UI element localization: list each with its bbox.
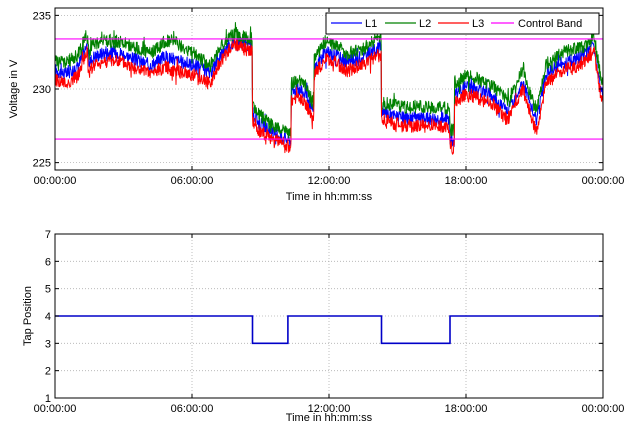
voltage-x-tick-label: 00:00:00 <box>34 175 77 187</box>
tap-y-tick-label: 1 <box>45 393 51 405</box>
voltage-y-axis-label: Voltage in V <box>8 59 20 118</box>
voltage-y-tick-label: 235 <box>33 10 51 22</box>
voltage-y-tick-label: 230 <box>33 84 51 96</box>
tap-x-tick-label: 12:00:00 <box>308 403 351 415</box>
tap-x-tick-label: 06:00:00 <box>171 403 214 415</box>
voltage-x-tick-label: 06:00:00 <box>171 175 214 187</box>
legend-label-control-band: Control Band <box>518 18 582 30</box>
voltage-chart: 00:00:00 06:00:00 12:00:00 18:00:00 00:00:00… <box>8 7 625 203</box>
legend-label-l2: L2 <box>419 18 431 30</box>
tap-y-tick-label: 6 <box>45 256 51 268</box>
tap-y-tick-label: 2 <box>45 366 51 378</box>
voltage-series-l3 <box>54 39 604 155</box>
legend-label-l1: L1 <box>365 18 377 30</box>
voltage-legend: L1 L2 L3 Control Band <box>325 12 600 35</box>
tap-y-tick-label: 7 <box>45 229 51 241</box>
voltage-x-axis-label: Time in hh:mm:ss <box>286 191 373 203</box>
tap-series-line <box>55 315 603 345</box>
voltage-y-tick-label: 225 <box>33 158 51 170</box>
voltage-x-tick-label: 00:00:00 <box>582 175 625 187</box>
voltage-x-tick-label: 18:00:00 <box>445 175 488 187</box>
tap-y-tick-label: 5 <box>45 284 51 296</box>
tap-ticks: 00:00:00 06:00:00 12:00:00 18:00:00 00:00:00… <box>34 229 625 415</box>
tap-y-tick-label: 4 <box>45 311 51 323</box>
tap-y-axis-label: Tap Position <box>22 286 34 346</box>
voltage-series-l1 <box>54 34 604 147</box>
tap-position-chart: 00:00:00 06:00:00 12:00:00 18:00:00 00:00:00… <box>22 229 624 424</box>
voltage-ticks: 00:00:00 06:00:00 12:00:00 18:00:00 00:00:00… <box>33 8 625 187</box>
tap-y-tick-label: 3 <box>45 338 51 350</box>
voltage-series-group <box>54 22 604 155</box>
tap-x-tick-label: 18:00:00 <box>445 403 488 415</box>
voltage-series-l2 <box>54 22 604 140</box>
voltage-x-tick-label: 12:00:00 <box>308 175 351 187</box>
tap-x-axis-label: Time in hh:mm:ss <box>286 412 373 424</box>
tap-x-tick-label: 00:00:00 <box>34 403 77 415</box>
legend-label-l3: L3 <box>472 18 484 30</box>
tap-series-group <box>55 315 603 345</box>
tap-x-tick-label: 00:00:00 <box>582 403 625 415</box>
